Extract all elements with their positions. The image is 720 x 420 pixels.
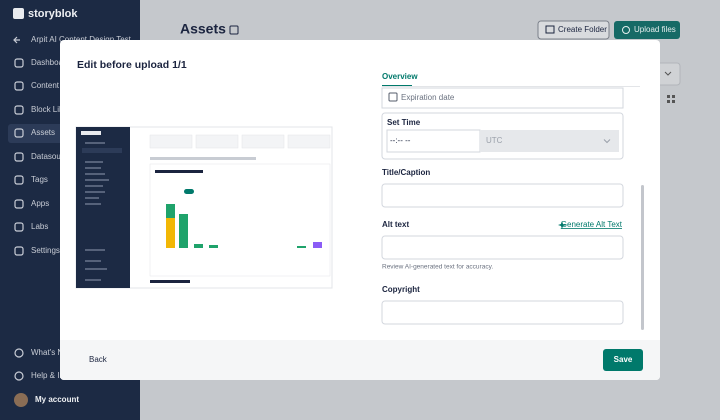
alt-text-input[interactable]: [381, 235, 624, 260]
copyright-input[interactable]: [381, 300, 624, 325]
nav-icon: [14, 128, 24, 138]
nav-icon: [14, 175, 24, 185]
nav-icon: [14, 371, 24, 381]
logo: [13, 8, 24, 19]
nav-icon: [14, 348, 24, 358]
nav-icon: [14, 222, 24, 232]
time-value: --:-- --: [390, 136, 411, 145]
nav-icon: [14, 246, 24, 256]
brand: storyblok: [28, 8, 78, 20]
nav-item[interactable]: Block Library: [31, 105, 77, 114]
zone-value: UTC: [486, 136, 503, 145]
upload-button[interactable]: [614, 21, 680, 39]
chevron: [664, 71, 672, 76]
nav-icon: [14, 81, 24, 91]
chevron: [603, 139, 611, 144]
tab-underline: [382, 85, 412, 87]
set-time-label: Set Time: [387, 118, 421, 127]
nav-item[interactable]: Assets: [31, 128, 55, 137]
space-name[interactable]: Arpit AI Content Design Test: [31, 35, 132, 44]
sparkle-icon: [558, 221, 566, 229]
nav-icon: [14, 199, 24, 209]
save-button[interactable]: [603, 349, 643, 371]
generate-alt-text[interactable]: Generate Alt Text: [561, 220, 623, 229]
create-folder-label: Create Folder: [558, 25, 607, 34]
title-caption-label: Title/Caption: [382, 168, 430, 177]
nav-item[interactable]: What's New: [31, 348, 74, 357]
nav-item[interactable]: Tags: [31, 175, 48, 184]
account[interactable]: My account: [35, 395, 79, 404]
modal-title: Edit before upload 1/1: [77, 59, 187, 71]
upload-icon: [622, 26, 630, 34]
nav-item[interactable]: Help & Info: [31, 371, 71, 380]
nav-icon: [14, 58, 24, 68]
nav-item[interactable]: Content: [31, 81, 60, 90]
nav-item[interactable]: Datasources: [31, 152, 76, 161]
title-caption-input[interactable]: [381, 183, 624, 208]
title-icon: [229, 25, 239, 35]
nav-icon: [14, 152, 24, 162]
tab[interactable]: Overview: [382, 72, 418, 81]
zone-select[interactable]: [480, 130, 619, 152]
avatar: [14, 393, 28, 407]
modal-footer: [60, 340, 660, 380]
nav-list: Dashboard Content Block Library Assets Datas…: [14, 58, 77, 256]
expiration-input[interactable]: [381, 87, 624, 109]
nav-icon: [14, 105, 24, 115]
page-title: Assets: [180, 21, 226, 37]
nav-item[interactable]: Labs: [31, 222, 48, 231]
copyright-label: Copyright: [382, 285, 420, 294]
alt-text-hint: Review AI-generated text for accuracy.: [382, 264, 493, 271]
create-folder-button[interactable]: [537, 20, 610, 40]
save-label: Save: [614, 355, 633, 364]
nav-item[interactable]: Dashboard: [31, 58, 70, 67]
back-button[interactable]: Back: [89, 355, 108, 364]
nav-item[interactable]: Apps: [31, 199, 49, 208]
nav-item[interactable]: Settings: [31, 246, 60, 255]
folder-icon: [545, 25, 555, 34]
back-icon: [13, 36, 20, 44]
calendar-icon: [388, 92, 398, 102]
upload-label: Upload files: [634, 25, 676, 34]
scrollbar: [641, 185, 644, 330]
expiration-placeholder: Expiration date: [401, 93, 455, 102]
grid-icon: [667, 95, 675, 103]
alt-text-label: Alt text: [382, 220, 409, 229]
preview-image: [75, 126, 333, 289]
